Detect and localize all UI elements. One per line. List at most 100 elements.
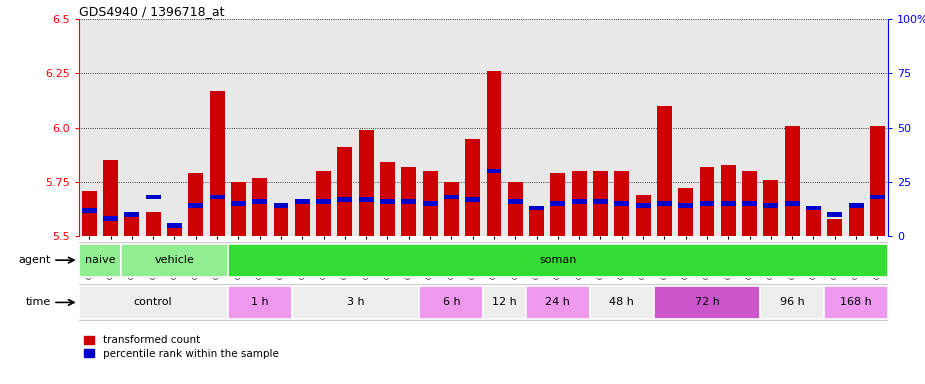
Bar — [121, 244, 228, 276]
Bar — [742, 201, 757, 206]
Bar — [291, 286, 419, 319]
Bar — [295, 199, 310, 236]
Text: naive: naive — [84, 255, 116, 265]
Bar — [380, 162, 395, 236]
Bar — [465, 197, 480, 202]
Bar — [231, 201, 246, 206]
Bar — [614, 201, 629, 206]
Bar — [635, 195, 650, 236]
Bar — [423, 171, 438, 236]
Bar — [593, 171, 608, 236]
Bar — [763, 204, 778, 208]
Bar — [635, 204, 650, 208]
Text: 48 h: 48 h — [610, 297, 635, 308]
Bar — [103, 217, 118, 221]
Bar — [487, 169, 501, 174]
Bar — [806, 205, 820, 210]
Bar — [699, 201, 714, 206]
Bar — [550, 201, 565, 206]
Text: 24 h: 24 h — [546, 297, 571, 308]
Bar — [401, 167, 416, 236]
Bar — [657, 201, 672, 206]
Bar — [699, 167, 714, 236]
Bar — [678, 189, 693, 236]
Bar — [401, 199, 416, 204]
Bar — [742, 171, 757, 236]
Bar — [228, 244, 888, 276]
Bar — [274, 208, 289, 236]
Bar — [167, 225, 182, 236]
Bar — [189, 173, 204, 236]
Bar — [419, 286, 483, 319]
Bar — [316, 199, 331, 204]
Bar — [806, 210, 820, 236]
Bar — [784, 126, 799, 236]
Text: 1 h: 1 h — [251, 297, 268, 308]
Bar — [81, 190, 97, 236]
Bar — [189, 204, 204, 208]
Bar — [572, 199, 586, 204]
Bar — [508, 199, 523, 204]
Legend: transformed count, percentile rank within the sample: transformed count, percentile rank withi… — [84, 336, 278, 359]
Bar — [253, 199, 267, 204]
Text: soman: soman — [539, 255, 576, 265]
Bar — [870, 126, 885, 236]
Bar — [316, 171, 331, 236]
Bar — [848, 206, 864, 236]
Bar — [824, 286, 888, 319]
Bar — [550, 173, 565, 236]
Bar — [253, 177, 267, 236]
Bar — [529, 205, 544, 210]
Bar — [614, 171, 629, 236]
Bar — [380, 199, 395, 204]
Bar — [572, 171, 586, 236]
Bar — [487, 71, 501, 236]
Bar — [657, 106, 672, 236]
Text: agent: agent — [18, 255, 51, 265]
Text: time: time — [26, 297, 51, 308]
Text: 12 h: 12 h — [492, 297, 517, 308]
Text: 96 h: 96 h — [780, 297, 805, 308]
Bar — [590, 286, 654, 319]
Bar — [359, 130, 374, 236]
Bar — [827, 212, 842, 217]
Bar — [81, 208, 97, 212]
Bar — [231, 182, 246, 236]
Bar — [654, 286, 760, 319]
Text: 3 h: 3 h — [347, 297, 364, 308]
Bar — [146, 212, 161, 236]
Bar — [423, 201, 438, 206]
Text: 6 h: 6 h — [442, 297, 460, 308]
Bar — [274, 204, 289, 208]
Bar — [125, 212, 140, 217]
Bar — [760, 286, 824, 319]
Bar — [721, 201, 735, 206]
Text: GDS4940 / 1396718_at: GDS4940 / 1396718_at — [79, 5, 224, 18]
Bar — [465, 139, 480, 236]
Bar — [593, 199, 608, 204]
Bar — [444, 182, 459, 236]
Bar — [210, 91, 225, 236]
Bar — [444, 195, 459, 200]
Bar — [79, 286, 228, 319]
Bar — [79, 244, 121, 276]
Text: 168 h: 168 h — [840, 297, 872, 308]
Bar — [228, 286, 291, 319]
Text: control: control — [134, 297, 172, 308]
Bar — [359, 197, 374, 202]
Bar — [678, 204, 693, 208]
Bar — [103, 160, 118, 236]
Bar — [763, 180, 778, 236]
Bar — [167, 223, 182, 228]
Bar — [526, 286, 590, 319]
Bar — [848, 204, 864, 208]
Bar — [870, 195, 885, 200]
Bar — [483, 286, 526, 319]
Bar — [784, 201, 799, 206]
Bar — [721, 165, 735, 236]
Bar — [338, 147, 352, 236]
Bar — [508, 182, 523, 236]
Bar — [827, 219, 842, 236]
Bar — [146, 195, 161, 200]
Bar — [125, 212, 140, 236]
